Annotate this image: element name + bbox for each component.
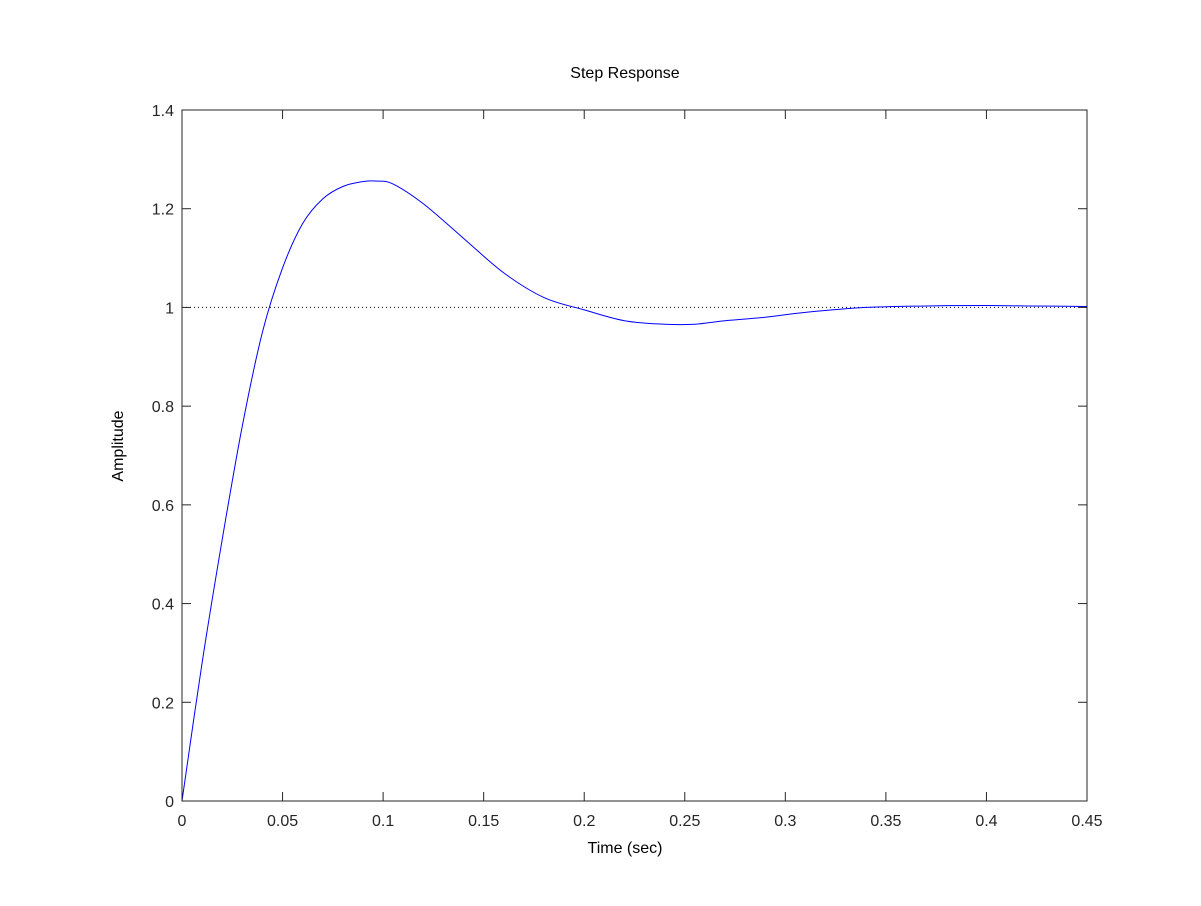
x-axis-title: Time (sec) [588,840,663,857]
x-tick-label: 0.15 [468,813,499,830]
y-tick-label: 0.2 [152,695,174,712]
y-tick-label: 1 [165,300,174,317]
step-response-line [181,180,1088,802]
x-tick-label: 0.25 [669,813,700,830]
x-tick-label: 0.1 [372,813,394,830]
axes-box [181,109,1088,802]
x-tick-label: 0.2 [573,813,595,830]
y-tick-label: 0 [165,794,174,811]
y-tick-label: 0.8 [152,399,174,416]
series-layer [181,180,1088,802]
x-tick-label: 0.45 [1071,813,1102,830]
x-tick-label: 0.3 [774,813,796,830]
plot-area [182,110,1087,801]
x-tick-label: 0 [178,813,187,830]
chart-title: Step Response [570,65,680,82]
x-tick-label: 0.35 [870,813,901,830]
y-tick-label: 0.6 [152,498,174,515]
tick-layer: 0 0.05 0.1 0.15 0.2 0.25 0.3 0.35 0.4 0.45 0 0.2 0.4… [152,103,1103,830]
x-tick-label: 0.05 [267,813,298,830]
y-tick-label: 1.2 [152,202,174,219]
x-tick-label: 0.4 [975,813,997,830]
y-tick-label: 0.4 [152,597,174,614]
y-axis-title: Amplitude [110,410,127,481]
y-tick-label: 1.4 [152,103,174,120]
